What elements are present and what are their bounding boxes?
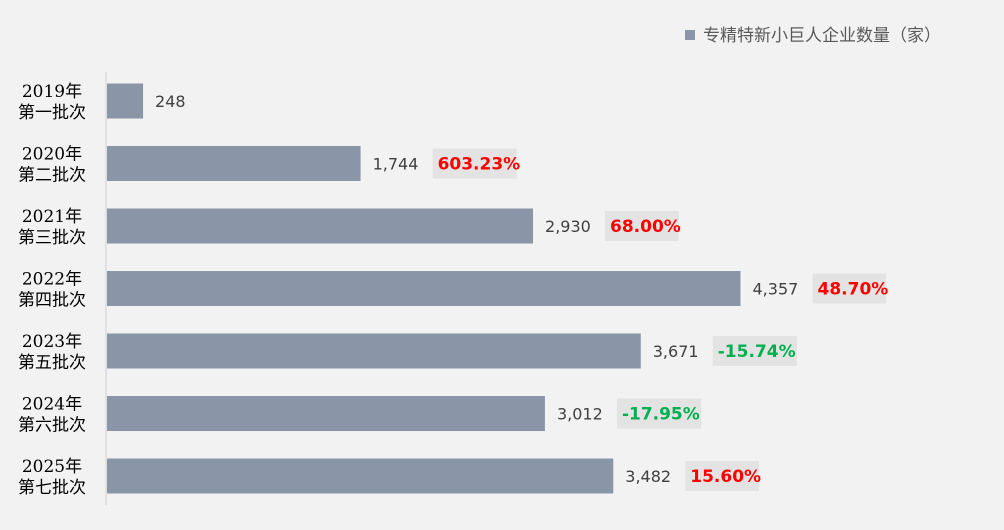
legend-label: 专精特新小巨人企业数量（家） (703, 26, 941, 46)
growth-label-bg (616, 398, 702, 429)
category-batch: 第三批次 (18, 228, 86, 248)
bar (107, 271, 741, 306)
category-label: 2021年第三批次 (18, 207, 86, 248)
growth-label: -17.95% (622, 405, 700, 425)
category-year: 2025年 (22, 457, 82, 477)
category-year: 2022年 (22, 270, 82, 290)
bar (107, 333, 641, 369)
growth-label: 15.60% (690, 467, 761, 487)
value-label: 248 (155, 92, 186, 111)
category-year: 2023年 (22, 332, 82, 352)
category-label: 2023年第五批次 (18, 332, 86, 373)
category-label: 2024年第六批次 (18, 395, 86, 436)
value-label: 1,744 (373, 155, 419, 174)
growth-label: 68.00% (610, 217, 681, 237)
category-batch: 第五批次 (18, 353, 86, 373)
growth-label: -15.74% (718, 342, 796, 362)
bar (107, 396, 545, 431)
bar (107, 208, 534, 244)
growth-label-bg (685, 461, 759, 491)
growth-label: 48.70% (818, 280, 889, 300)
category-label: 2020年第二批次 (18, 145, 86, 186)
category-label: 2025年第七批次 (18, 457, 86, 498)
category-label: 2019年第一批次 (18, 82, 86, 123)
bar (107, 83, 144, 119)
legend-swatch (685, 30, 695, 40)
growth-label-bg (605, 211, 679, 241)
growth-label: 603.23% (438, 155, 521, 175)
value-label: 3,671 (653, 342, 699, 361)
category-label: 2022年第四批次 (18, 270, 86, 311)
category-year: 2024年 (22, 395, 82, 415)
category-batch: 第七批次 (18, 478, 86, 498)
value-label: 2,930 (545, 217, 591, 236)
bar (107, 458, 614, 494)
value-label: 3,012 (557, 405, 603, 424)
category-batch: 第二批次 (18, 166, 86, 186)
bar (107, 146, 361, 181)
value-label: 3,482 (625, 467, 671, 486)
growth-label-bg (712, 336, 797, 366)
legend: 专精特新小巨人企业数量（家） (685, 26, 941, 46)
category-year: 2019年 (22, 82, 82, 102)
growth-label-bg (812, 273, 887, 304)
category-batch: 第六批次 (18, 416, 86, 436)
category-batch: 第四批次 (18, 291, 86, 311)
category-year: 2020年 (22, 145, 82, 165)
growth-label-bg (432, 148, 517, 179)
chart-marks: 2019年第一批次 248 2020年第二批次 1,744 603.23% 2021年第三… (18, 82, 888, 498)
value-label: 4,357 (753, 280, 799, 299)
category-year: 2021年 (22, 207, 82, 227)
category-batch: 第一批次 (18, 103, 86, 123)
